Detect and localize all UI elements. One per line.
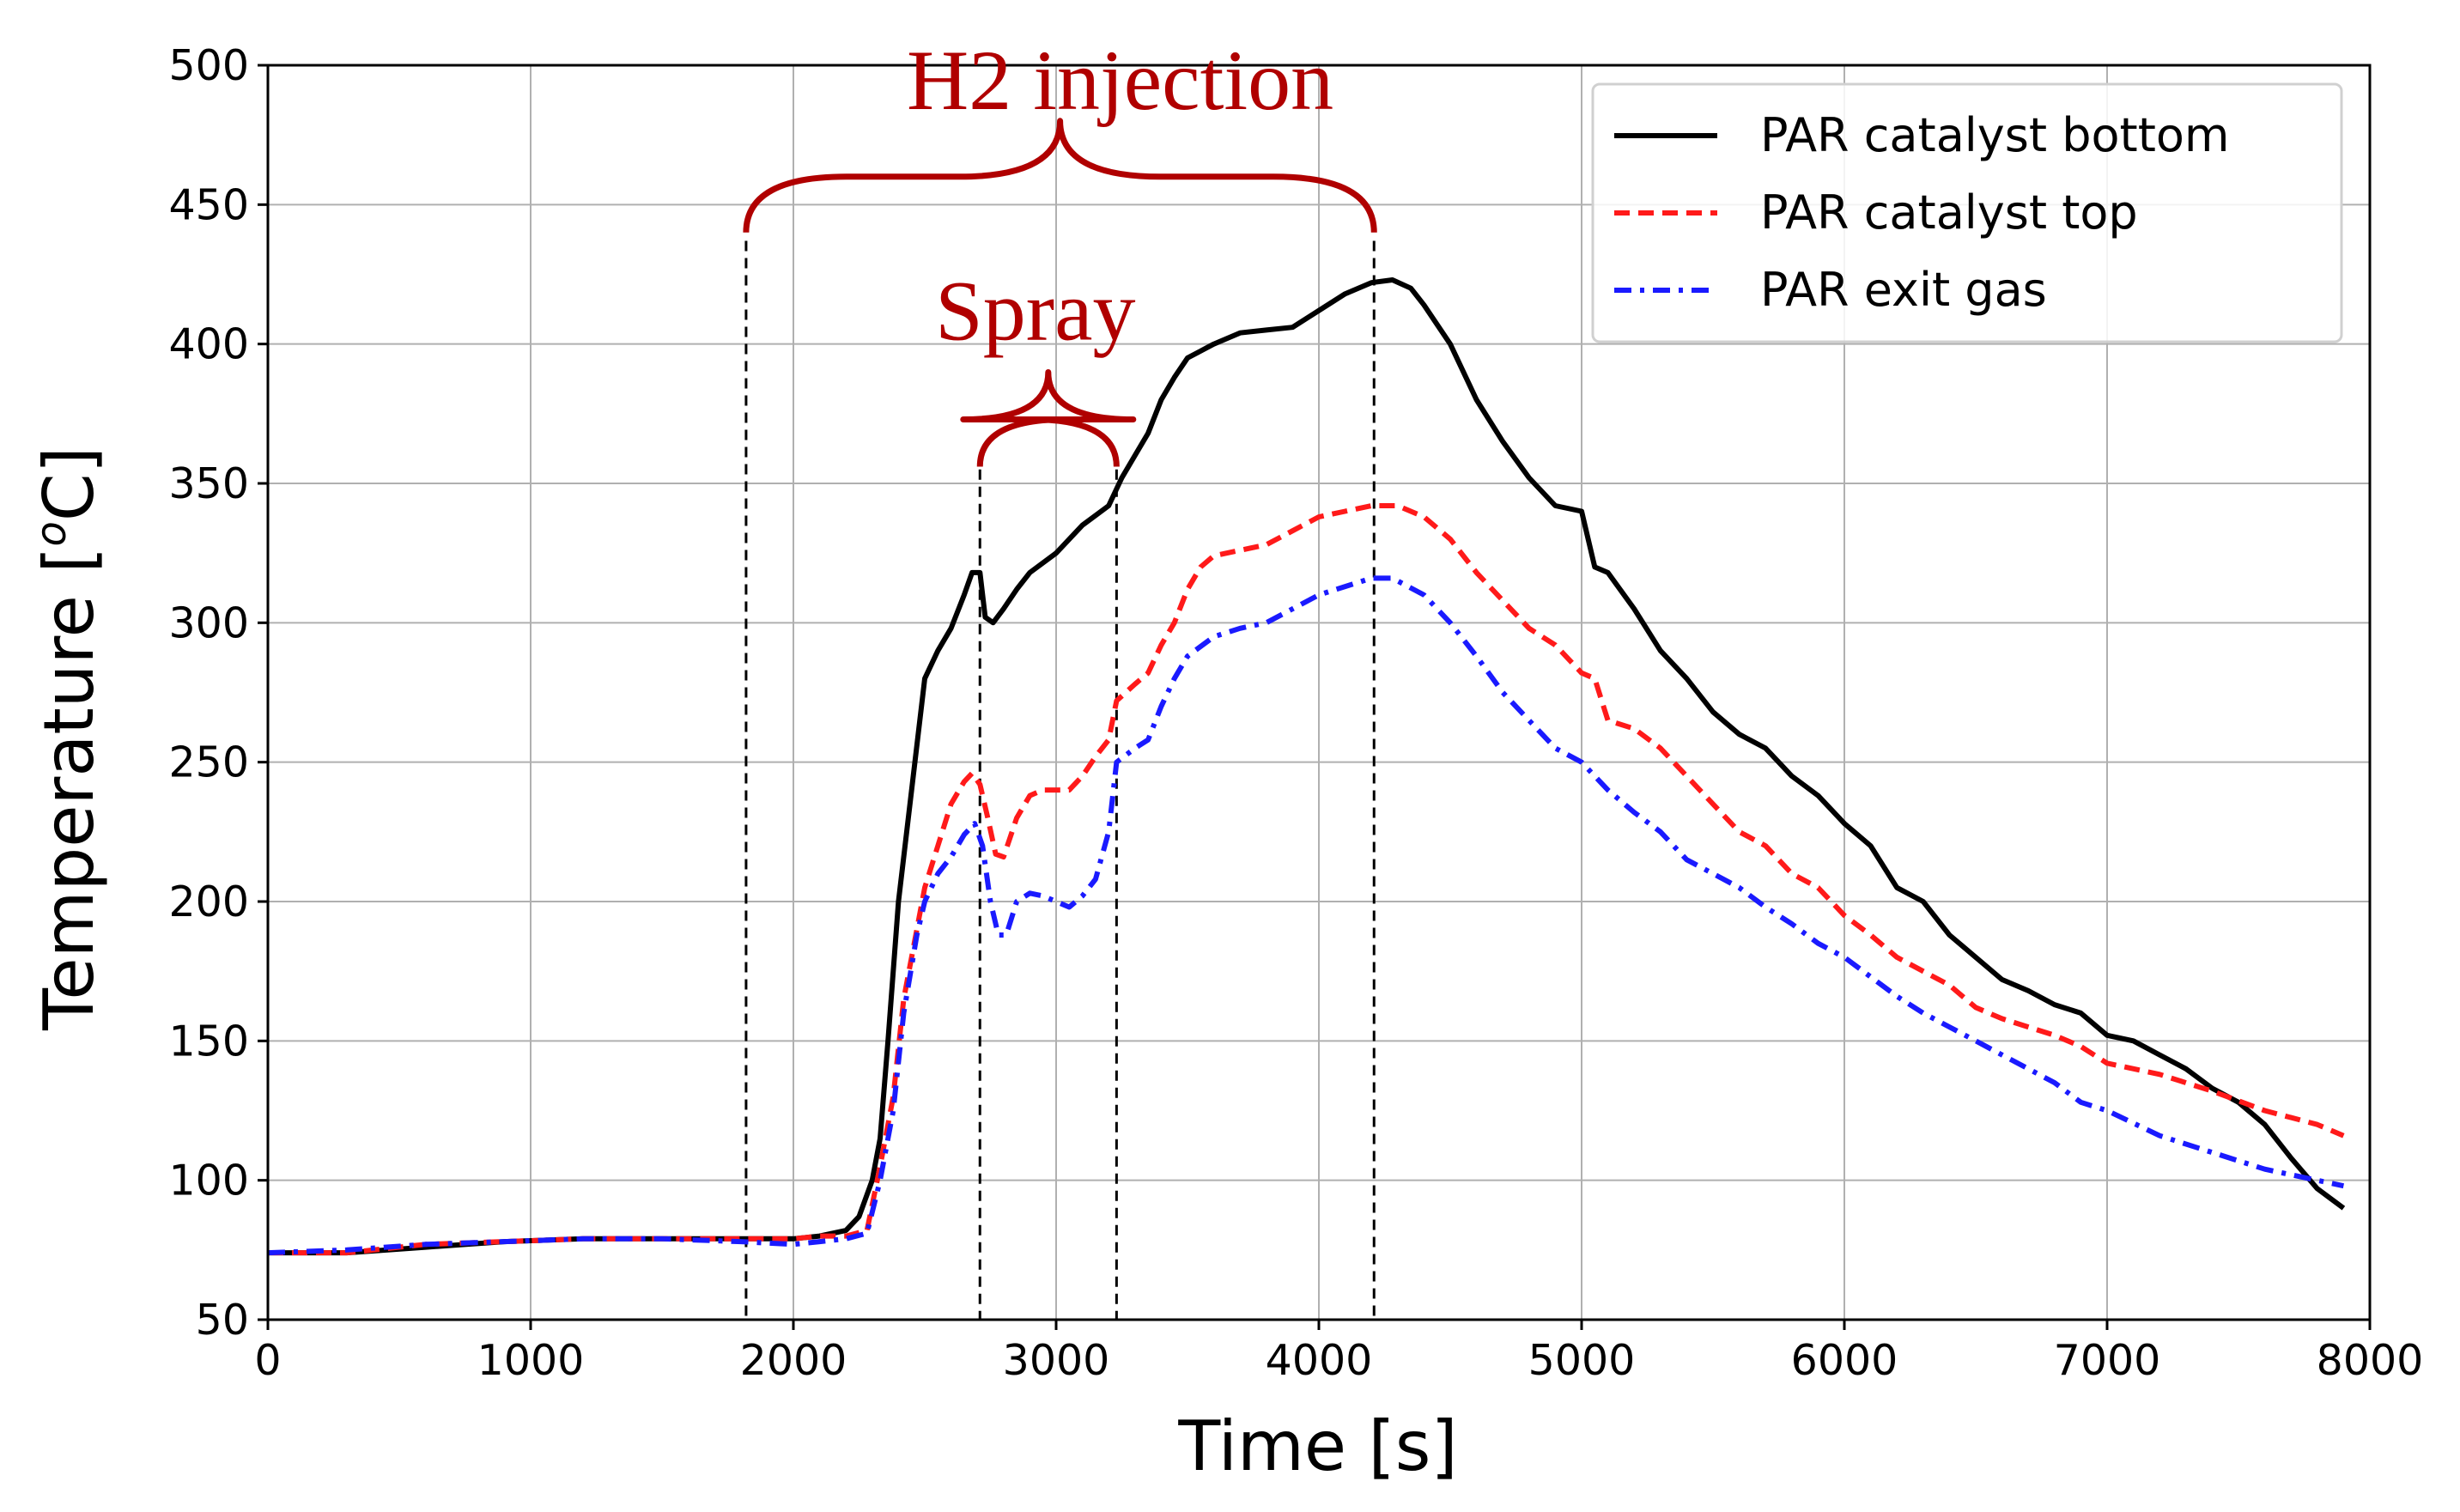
x-tick-label: 5000 — [1528, 1336, 1636, 1385]
legend-label-exit-gas: PAR exit gas — [1760, 263, 2047, 317]
h2-injection-label: H2 injection — [907, 33, 1333, 128]
y-tick-label: 100 — [168, 1157, 249, 1205]
y-axis-title-superscript: o — [27, 521, 76, 546]
marker-lines — [744, 240, 1376, 1320]
series-line-catalyst-top — [268, 503, 2345, 1256]
series-lines — [267, 277, 2346, 1256]
y-tick-label: 200 — [168, 877, 249, 926]
x-tick-label: 4000 — [1266, 1336, 1373, 1385]
legend-box — [1591, 82, 2343, 343]
y-tick-label: 300 — [168, 598, 249, 647]
y-tick-label: 50 — [196, 1296, 249, 1345]
y-tick-label: 250 — [168, 738, 249, 787]
series-line-exit-gas — [267, 575, 2345, 1256]
x-tick-label: 1000 — [477, 1336, 585, 1385]
x-tick-label: 2000 — [740, 1336, 847, 1385]
y-axis-title: Temperature [oC] — [27, 446, 109, 1031]
x-tick-label: 0 — [254, 1336, 281, 1385]
x-tick-label: 3000 — [1003, 1336, 1110, 1385]
annotations: H2 injection Spray — [743, 33, 1377, 467]
y-tick-label: 150 — [168, 1017, 249, 1066]
legend: PAR catalyst bottom PAR catalyst top PAR… — [1591, 82, 2343, 343]
y-tick-label: 350 — [168, 459, 249, 508]
x-tick-label: 7000 — [2054, 1336, 2161, 1385]
y-tick-label: 450 — [168, 180, 249, 229]
x-axis-title: Time [s] — [1177, 1406, 1457, 1486]
legend-label-top: PAR catalyst top — [1760, 185, 2138, 240]
y-axis-title-unit: C] — [29, 446, 109, 521]
spray-brace — [960, 369, 1137, 467]
y-tick-label: 400 — [168, 320, 249, 369]
legend-label-bottom: PAR catalyst bottom — [1760, 108, 2230, 162]
x-tick-label: 6000 — [1791, 1336, 1898, 1385]
h2-injection-brace — [743, 118, 1377, 233]
series-line-catalyst-bottom — [268, 277, 2346, 1256]
y-tick-label: 500 — [168, 41, 249, 90]
spray-label: Spray — [935, 264, 1135, 359]
axis-ticks: 0 1000 2000 3000 4000 5000 6000 7000 8000 50 100 15… — [168, 41, 2423, 1385]
grid — [267, 64, 2371, 1321]
x-tick-label: 8000 — [2317, 1336, 2424, 1385]
